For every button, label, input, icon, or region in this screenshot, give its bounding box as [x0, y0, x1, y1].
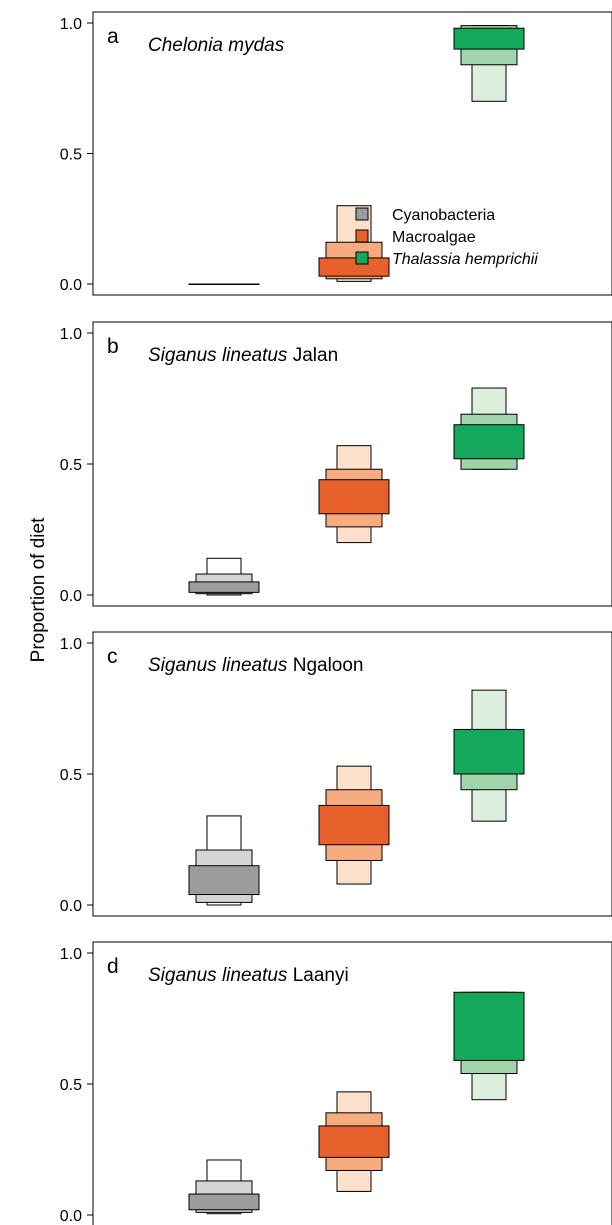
panel-title-part: Siganus lineatus — [148, 655, 288, 676]
y-tick-label: 0.5 — [60, 1077, 82, 1094]
series-thalassia-hemprichii — [453, 387, 525, 470]
legend-swatch — [355, 207, 369, 221]
panel-title-part: Chelonia mydas — [148, 35, 285, 56]
credible-interval-box — [188, 283, 260, 285]
panels: 0.0 0.5 1.0 a Chelonia mydas Cyanobacteria Mac… — [60, 11, 612, 1225]
y-tick-label: 1.0 — [60, 16, 82, 33]
panel-c: 0.0 0.5 1.0 c Siganus lineatus Ngaloon — [60, 631, 612, 917]
series-macroalgae — [318, 765, 390, 885]
y-tick-label: 0.5 — [60, 147, 82, 164]
panel-title-part: Jalan — [287, 345, 338, 366]
panel-letter: d — [107, 955, 119, 978]
y-tick-label: 0.0 — [60, 1208, 82, 1225]
y-tick-label: 1.0 — [60, 636, 82, 653]
credible-interval-box — [188, 1193, 260, 1211]
panel-title: Chelonia mydas — [148, 35, 285, 56]
panel-letter: a — [107, 25, 119, 48]
credible-interval-box — [453, 27, 525, 50]
series-cyanobacteria — [188, 815, 260, 906]
panel-letter: b — [107, 335, 119, 358]
legend-label: Thalassia hemprichii — [392, 251, 538, 268]
legend: Cyanobacteria Macroalgae Thalassia hempric… — [355, 207, 538, 268]
series-cyanobacteria — [188, 557, 260, 596]
series-thalassia-hemprichii — [453, 25, 525, 102]
legend-label: Cyanobacteria — [392, 207, 495, 224]
y-tick-label: 1.0 — [60, 946, 82, 963]
series-cyanobacteria — [188, 1159, 260, 1215]
panel-d: 0.0 0.5 1.0 d Siganus lineatus Laanyi — [60, 941, 612, 1225]
y-tick-label: 0.0 — [60, 277, 82, 294]
panel-a: 0.0 0.5 1.0 a Chelonia mydas Cyanobacteria Mac… — [60, 11, 612, 296]
panel-title-part: Ngaloon — [287, 655, 363, 676]
credible-interval-box — [188, 581, 260, 593]
panel-title-part: Siganus lineatus — [148, 965, 288, 986]
credible-interval-box — [453, 728, 525, 775]
panel-title: Siganus lineatus Laanyi — [148, 965, 349, 986]
y-tick-label: 0.5 — [60, 767, 82, 784]
y-tick-label: 0.5 — [60, 457, 82, 474]
series-macroalgae — [318, 445, 390, 544]
panel-b: 0.0 0.5 1.0 b Siganus lineatus Jalan — [60, 321, 612, 607]
series-thalassia-hemprichii — [453, 991, 525, 1101]
legend-swatch — [355, 251, 369, 265]
panel-title: Siganus lineatus Ngaloon — [148, 655, 364, 676]
credible-interval-box — [318, 257, 390, 277]
panel-title: Siganus lineatus Jalan — [148, 345, 338, 366]
y-tick-label: 0.0 — [60, 898, 82, 915]
panel-letter: c — [107, 645, 118, 668]
panel-title-part: Laanyi — [287, 965, 348, 986]
credible-interval-box — [453, 424, 525, 460]
series-cyanobacteria — [188, 283, 260, 285]
legend-swatch — [355, 229, 369, 243]
credible-interval-box — [188, 865, 260, 896]
series-thalassia-hemprichii — [453, 689, 525, 822]
legend-label: Macroalgae — [392, 229, 476, 246]
series-macroalgae — [318, 205, 390, 282]
credible-interval-box — [318, 1125, 390, 1158]
panel-title-part: Siganus lineatus — [148, 345, 288, 366]
credible-interval-box — [453, 991, 525, 1061]
credible-interval-box — [318, 479, 390, 515]
credible-interval-box — [318, 804, 390, 846]
y-tick-label: 1.0 — [60, 326, 82, 343]
y-tick-label: 0.0 — [60, 588, 82, 605]
series-macroalgae — [318, 1091, 390, 1192]
y-axis-label: Proportion of diet — [28, 517, 49, 662]
